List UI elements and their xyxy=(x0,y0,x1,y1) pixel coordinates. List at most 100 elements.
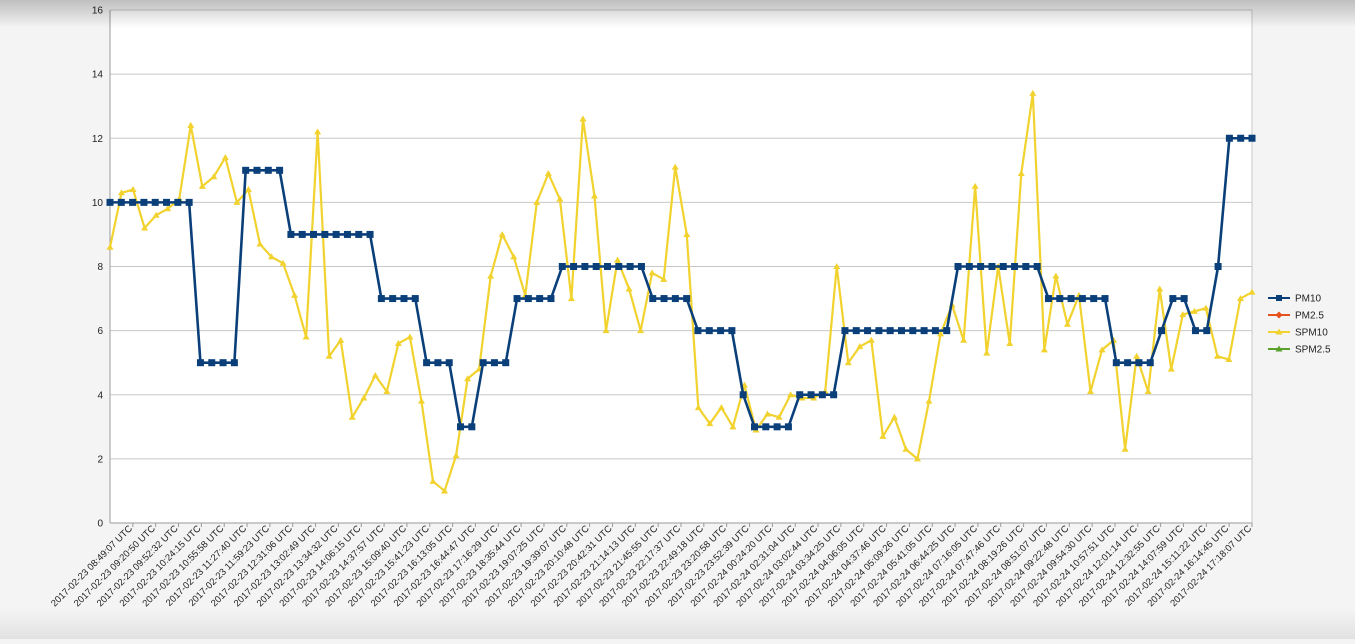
spm10-point xyxy=(544,170,552,177)
legend-marker xyxy=(1275,345,1283,352)
spm10-point xyxy=(441,487,449,494)
spm10-point xyxy=(210,173,218,180)
pm10-point xyxy=(253,166,261,174)
legend-marker xyxy=(1275,328,1283,335)
pm10-point xyxy=(717,327,725,335)
spm10-point xyxy=(925,397,933,404)
pm10-point xyxy=(1101,295,1109,303)
pm10-point xyxy=(773,423,781,431)
pm10-point xyxy=(649,295,657,303)
pm10-point xyxy=(1022,263,1030,270)
pm10-point xyxy=(694,327,702,335)
spm10-point xyxy=(614,256,622,263)
spm10-point xyxy=(152,211,160,218)
pm10-point xyxy=(864,327,872,335)
pm10-point xyxy=(683,295,691,303)
pm10-point xyxy=(310,230,318,238)
pm10-point xyxy=(818,391,826,399)
pm10-point xyxy=(660,295,668,303)
spm10-point xyxy=(187,121,195,128)
y-tick-label: 0 xyxy=(97,519,103,530)
spm10-point xyxy=(683,230,691,237)
pm10-point xyxy=(445,359,453,367)
pm10-point xyxy=(524,295,532,303)
legend-label-pm10: PM10 xyxy=(1295,294,1322,305)
pm10-point xyxy=(615,263,623,270)
pm10-point xyxy=(468,423,476,431)
spm10-point xyxy=(833,263,841,269)
pm10-point xyxy=(920,327,928,335)
spm10-point xyxy=(567,295,575,302)
legend: PM10 PM2.5 SPM10 SPM2.5 xyxy=(1268,294,1331,356)
pm10-point xyxy=(287,230,295,238)
pm10-point xyxy=(1191,327,1199,335)
spm10-point xyxy=(429,477,437,484)
pm10-point xyxy=(1180,295,1188,303)
spm10-point xyxy=(902,445,910,452)
spm10-point xyxy=(856,343,864,350)
spm10-point xyxy=(590,192,598,199)
spm10-point xyxy=(1190,307,1198,314)
spm10-point xyxy=(1017,170,1025,177)
spm10-point xyxy=(1179,311,1187,318)
pm10-point xyxy=(411,295,419,303)
pm10-point xyxy=(490,359,498,367)
pm10-point xyxy=(931,327,939,335)
spm10-point xyxy=(879,432,887,439)
spm10-point xyxy=(729,423,737,430)
pm10-point xyxy=(106,198,114,206)
pm10-point xyxy=(1056,295,1064,303)
legend-label-pm25: PM2.5 xyxy=(1295,311,1324,322)
spm10-point xyxy=(671,163,679,170)
spm10-point xyxy=(844,359,852,366)
pm10-point xyxy=(389,295,397,303)
pm10-point xyxy=(1124,359,1132,367)
spm10-point xyxy=(1248,288,1256,295)
spm10-point xyxy=(1202,304,1210,311)
spm10-point xyxy=(937,330,945,337)
pm10-point xyxy=(570,263,578,270)
spm10-point xyxy=(233,198,241,205)
pm10-point xyxy=(626,263,634,270)
pm10-point xyxy=(637,263,645,270)
spm10-point xyxy=(1213,352,1221,359)
spm10-point xyxy=(1144,388,1152,395)
pm10-point xyxy=(1214,263,1222,270)
spm10-point xyxy=(1087,388,1095,395)
spm10-point xyxy=(556,195,564,202)
pm10-point xyxy=(174,198,182,206)
y-tick-label: 2 xyxy=(97,454,103,465)
pm10-point xyxy=(1078,295,1086,303)
pm10-point xyxy=(762,423,770,431)
pm10-point xyxy=(1011,263,1019,270)
pm10-point xyxy=(943,327,951,335)
legend-label-spm10: SPM10 xyxy=(1295,328,1328,339)
pm10-point xyxy=(807,391,815,399)
spm10-point xyxy=(533,198,541,205)
pm10-point xyxy=(513,295,521,303)
pm10-point xyxy=(230,359,238,367)
y-tick-label: 12 xyxy=(92,134,104,145)
pm10-point xyxy=(366,230,374,238)
pm10-point xyxy=(796,391,804,399)
pm10-point xyxy=(536,295,544,303)
pm10-point xyxy=(547,295,555,303)
pm10-point xyxy=(875,327,883,335)
pm10-point xyxy=(129,198,137,206)
pm10-point xyxy=(332,230,340,238)
spm10-point xyxy=(129,186,137,193)
spm10-point xyxy=(637,327,645,334)
pm10-point xyxy=(784,423,792,431)
spm10-point xyxy=(660,275,668,282)
y-tick-label: 8 xyxy=(97,262,103,273)
spm10-point xyxy=(118,189,126,196)
spm10-point xyxy=(764,410,772,417)
pm10-point xyxy=(140,198,148,206)
spm10-point xyxy=(337,336,345,343)
pm10-point xyxy=(1158,327,1166,335)
spm10-point xyxy=(1156,285,1164,292)
pm10-point xyxy=(479,359,487,367)
spm10-point xyxy=(291,291,299,298)
spm10-point xyxy=(579,115,587,122)
y-tick-label: 4 xyxy=(97,390,103,401)
